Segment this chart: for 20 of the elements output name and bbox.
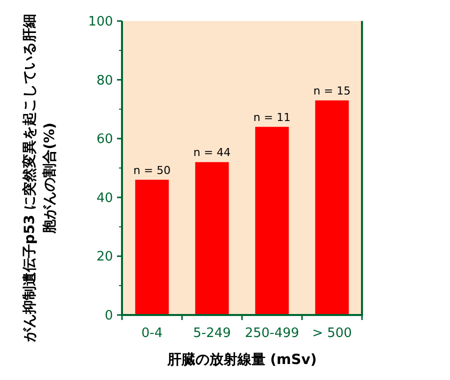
y-tick-label: 20 (96, 250, 113, 265)
annotation: n = 50 (133, 164, 171, 177)
bar (135, 180, 169, 315)
bar (255, 126, 289, 315)
x-tick-label: 0-4 (141, 326, 163, 341)
bar (315, 100, 349, 315)
x-tick-label: 250-499 (244, 326, 300, 341)
y-tick-label: 60 (96, 132, 113, 148)
x-axis-title: 肝臓の放射線量 (mSv) (166, 352, 317, 368)
bar (195, 162, 229, 315)
y-tick-label: 100 (88, 14, 113, 30)
y-axis-title: がん抑制遺伝子p53 に突然変異を起こしている肝細胞がんの割合(%) (20, 12, 59, 344)
annotation: n = 11 (253, 110, 291, 124)
x-tick-label: > 500 (312, 326, 352, 341)
annotation: n = 15 (313, 84, 351, 98)
y-tick-label: 80 (96, 73, 113, 88)
x-tick-label: 5-249 (193, 326, 231, 341)
y-tick-label: 0 (104, 308, 113, 324)
y-tick-label: 40 (96, 190, 113, 206)
annotation: n = 44 (193, 146, 231, 160)
